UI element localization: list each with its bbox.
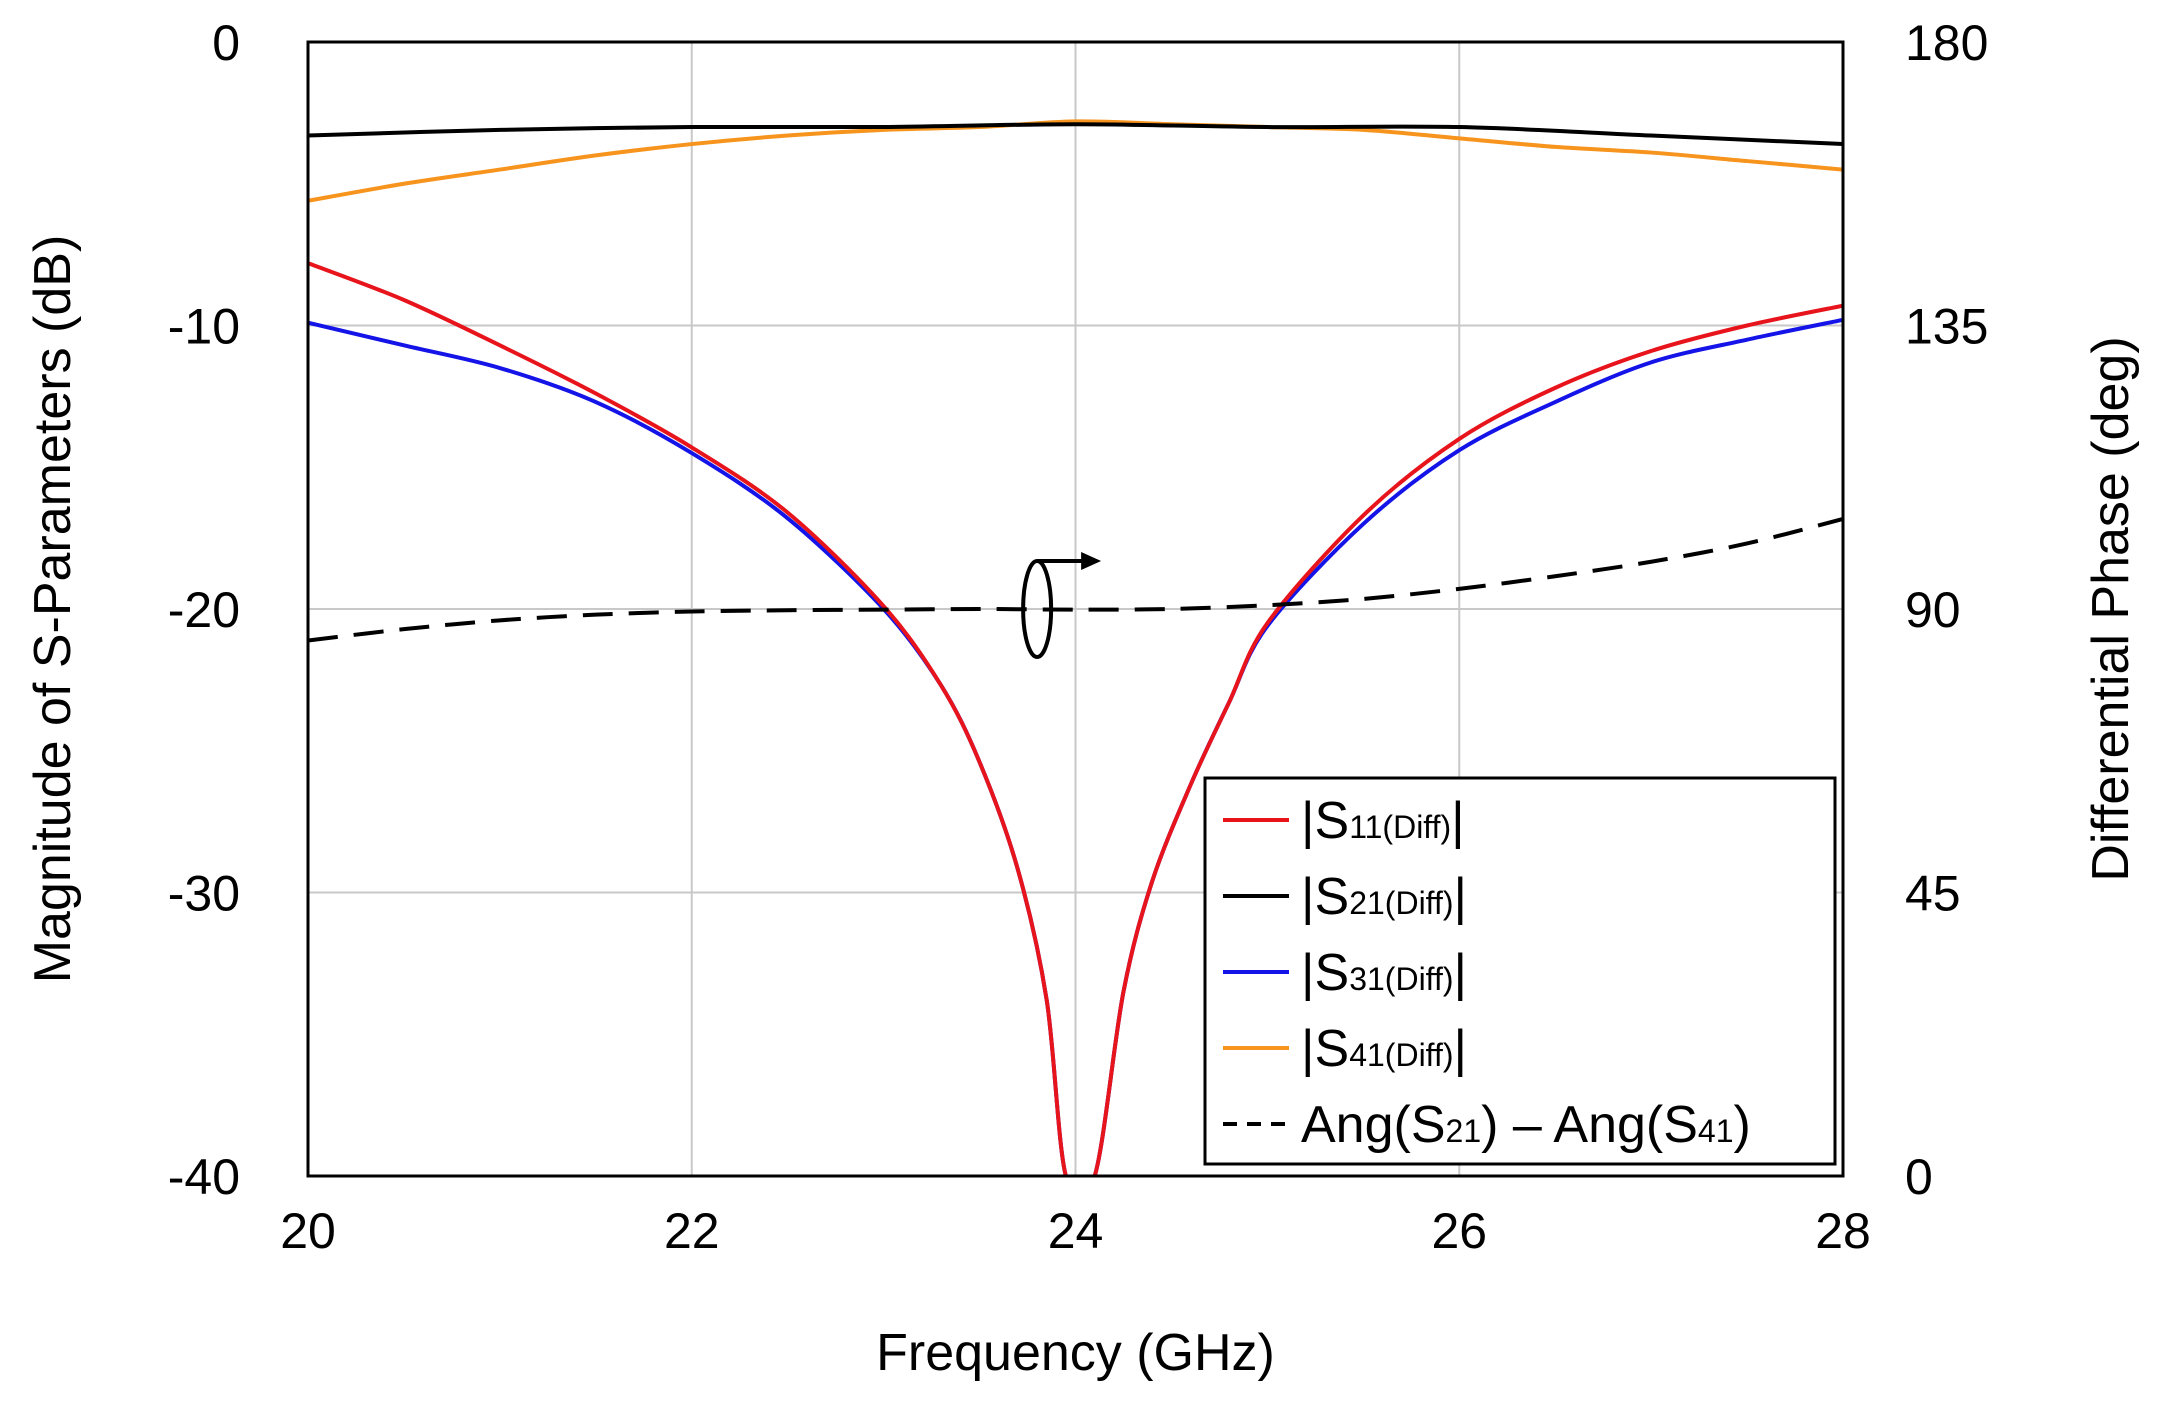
y-tick-label-0: 0 <box>212 15 240 71</box>
series-line-1 <box>308 122 1843 147</box>
x-tick-label-4: 28 <box>1815 1203 1871 1259</box>
x-tick-label-2: 24 <box>1048 1203 1104 1259</box>
y2-tick-label-1: 135 <box>1905 299 1988 355</box>
annotation-arrow-head <box>1081 552 1102 570</box>
y2-tick-label-3: 45 <box>1905 866 1961 922</box>
legend-label-3-part-1: 41(Diff) <box>1349 1037 1453 1073</box>
tick-labels: 20 22 24 26 28 0 -10 -20 -30 -40 180 135 90 45 0 <box>168 15 1989 1259</box>
legend-label-4-part-4: ) <box>1734 1096 1751 1154</box>
legend-box <box>1203 776 1837 1166</box>
legend-label-1-part-0: |S <box>1301 868 1349 926</box>
legend-label-4: Ang(S21) – Ang(S41) <box>1301 1096 1751 1154</box>
y-tick-label-3: -30 <box>168 866 240 922</box>
series-line-3 <box>308 119 1843 203</box>
legend-label-0: |S11(Diff)| <box>1301 792 1465 850</box>
legend-label-4-part-1: 21 <box>1446 1113 1482 1149</box>
legend-label-2-part-0: |S <box>1301 944 1349 1002</box>
series-line-0 <box>308 261 1843 1176</box>
phase-axis-annotation <box>1021 552 1102 659</box>
series-layer <box>308 119 1843 1176</box>
y2-axis-title: Differential Phase (deg) <box>2082 336 2140 881</box>
y-tick-label-1: -10 <box>168 299 240 355</box>
y2-tick-label-4: 0 <box>1905 1149 1933 1205</box>
y-tick-label-2: -20 <box>168 582 240 638</box>
legend-label-3: |S41(Diff)| <box>1301 1020 1467 1078</box>
legend-label-4-part-2: ) – Ang(S <box>1481 1096 1698 1154</box>
y-axis-title: Magnitude of S-Parameters (dB) <box>24 235 82 984</box>
plot-frame <box>306 40 1845 1178</box>
legend-label-3-part-0: |S <box>1301 1020 1349 1078</box>
legend: |S11(Diff)||S21(Diff)||S31(Diff)||S41(Di… <box>1203 776 1837 1166</box>
legend-label-0-part-0: |S <box>1301 792 1349 850</box>
x-tick-label-3: 26 <box>1431 1203 1487 1259</box>
legend-label-4-part-3: 41 <box>1698 1113 1734 1149</box>
y-tick-label-4: -40 <box>168 1149 240 1205</box>
legend-label-1-part-2: | <box>1454 868 1468 926</box>
x-tick-label-0: 20 <box>280 1203 336 1259</box>
y2-tick-label-0: 180 <box>1905 15 1988 71</box>
legend-label-0-part-1: 11(Diff) <box>1349 809 1451 845</box>
legend-label-3-part-2: | <box>1454 1020 1468 1078</box>
legend-label-1: |S21(Diff)| <box>1301 868 1467 926</box>
legend-label-0-part-2: | <box>1451 792 1465 850</box>
x-tick-label-1: 22 <box>664 1203 720 1259</box>
legend-label-4-part-0: Ang(S <box>1301 1096 1446 1154</box>
legend-label-2: |S31(Diff)| <box>1301 944 1467 1002</box>
legend-label-2-part-2: | <box>1454 944 1468 1002</box>
y2-tick-label-2: 90 <box>1905 582 1961 638</box>
x-axis-title: Frequency (GHz) <box>876 1324 1275 1382</box>
series-line-2 <box>308 317 1843 1176</box>
legend-label-2-part-1: 31(Diff) <box>1349 961 1453 997</box>
legend-label-1-part-1: 21(Diff) <box>1349 885 1453 921</box>
